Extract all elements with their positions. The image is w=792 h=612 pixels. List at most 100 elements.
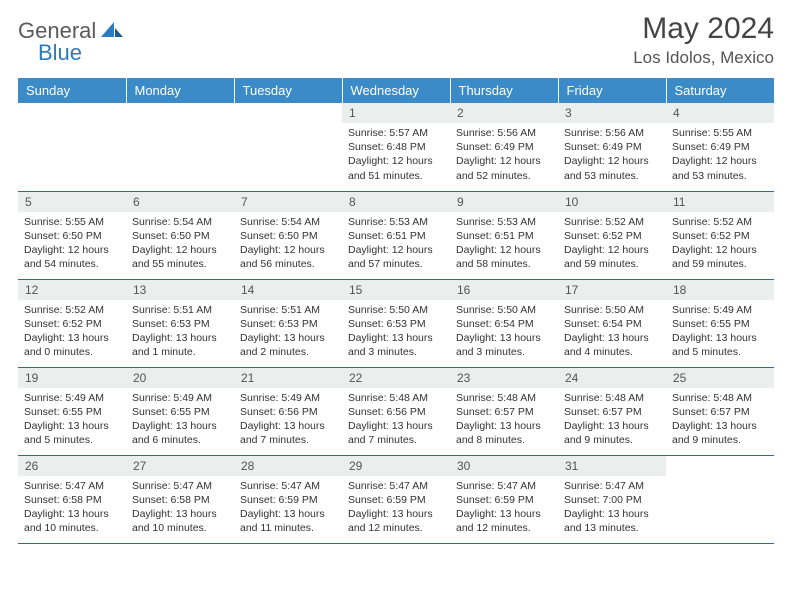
day-header: Wednesday xyxy=(342,78,450,103)
title-block: May 2024 Los Idolos, Mexico xyxy=(633,12,774,68)
day-details: Sunrise: 5:49 AMSunset: 6:56 PMDaylight:… xyxy=(234,388,342,454)
day-header: Thursday xyxy=(450,78,558,103)
day-detail-line: Sunrise: 5:47 AM xyxy=(240,479,336,493)
day-number: 13 xyxy=(126,280,234,300)
day-detail-line: and 59 minutes. xyxy=(672,257,768,271)
day-detail-line: Daylight: 12 hours xyxy=(672,243,768,257)
day-detail-line: and 5 minutes. xyxy=(672,345,768,359)
day-detail-line: Daylight: 13 hours xyxy=(24,507,120,521)
day-detail-line: Sunrise: 5:54 AM xyxy=(240,215,336,229)
day-detail-line: Daylight: 13 hours xyxy=(348,419,444,433)
day-detail-line: and 52 minutes. xyxy=(456,169,552,183)
day-number: 9 xyxy=(450,192,558,212)
day-detail-line: Sunset: 6:56 PM xyxy=(240,405,336,419)
calendar-week-row: 19Sunrise: 5:49 AMSunset: 6:55 PMDayligh… xyxy=(18,367,774,455)
day-details: Sunrise: 5:52 AMSunset: 6:52 PMDaylight:… xyxy=(18,300,126,366)
day-detail-line: Daylight: 13 hours xyxy=(132,331,228,345)
day-detail-line: Daylight: 13 hours xyxy=(24,419,120,433)
calendar-day-cell: 17Sunrise: 5:50 AMSunset: 6:54 PMDayligh… xyxy=(558,279,666,367)
day-details: Sunrise: 5:54 AMSunset: 6:50 PMDaylight:… xyxy=(234,212,342,278)
calendar-day-cell: 9Sunrise: 5:53 AMSunset: 6:51 PMDaylight… xyxy=(450,191,558,279)
day-detail-line: Sunset: 6:53 PM xyxy=(348,317,444,331)
day-details: Sunrise: 5:56 AMSunset: 6:49 PMDaylight:… xyxy=(558,123,666,189)
day-detail-line: and 7 minutes. xyxy=(348,433,444,447)
day-number: 2 xyxy=(450,103,558,123)
day-detail-line: Sunset: 6:53 PM xyxy=(240,317,336,331)
day-detail-line: Sunset: 6:56 PM xyxy=(348,405,444,419)
calendar-day-cell: 25Sunrise: 5:48 AMSunset: 6:57 PMDayligh… xyxy=(666,367,774,455)
day-detail-line: and 54 minutes. xyxy=(24,257,120,271)
day-detail-line: Sunset: 6:52 PM xyxy=(672,229,768,243)
day-number: 28 xyxy=(234,456,342,476)
day-number: 23 xyxy=(450,368,558,388)
day-detail-line: Daylight: 13 hours xyxy=(348,507,444,521)
day-detail-line: Daylight: 12 hours xyxy=(456,154,552,168)
day-detail-line: and 10 minutes. xyxy=(24,521,120,535)
day-detail-line: Daylight: 13 hours xyxy=(456,331,552,345)
day-detail-line: Sunset: 6:48 PM xyxy=(348,140,444,154)
location-label: Los Idolos, Mexico xyxy=(633,48,774,68)
day-details: Sunrise: 5:48 AMSunset: 6:57 PMDaylight:… xyxy=(666,388,774,454)
day-detail-line: and 5 minutes. xyxy=(24,433,120,447)
day-detail-line: Daylight: 13 hours xyxy=(564,419,660,433)
day-details: Sunrise: 5:49 AMSunset: 6:55 PMDaylight:… xyxy=(126,388,234,454)
logo-text-2: Blue xyxy=(38,40,82,66)
day-detail-line: Sunset: 6:55 PM xyxy=(24,405,120,419)
calendar-day-cell: 30Sunrise: 5:47 AMSunset: 6:59 PMDayligh… xyxy=(450,455,558,543)
day-detail-line: Sunrise: 5:52 AM xyxy=(564,215,660,229)
day-detail-line: and 12 minutes. xyxy=(348,521,444,535)
day-detail-line: Sunrise: 5:47 AM xyxy=(132,479,228,493)
calendar-day-cell: 14Sunrise: 5:51 AMSunset: 6:53 PMDayligh… xyxy=(234,279,342,367)
calendar-header-row: SundayMondayTuesdayWednesdayThursdayFrid… xyxy=(18,78,774,103)
day-detail-line: Sunrise: 5:55 AM xyxy=(672,126,768,140)
day-detail-line: Daylight: 12 hours xyxy=(348,243,444,257)
day-detail-line: Daylight: 13 hours xyxy=(672,419,768,433)
day-detail-line: Sunset: 6:54 PM xyxy=(564,317,660,331)
day-detail-line: Daylight: 12 hours xyxy=(132,243,228,257)
calendar-day-cell: 18Sunrise: 5:49 AMSunset: 6:55 PMDayligh… xyxy=(666,279,774,367)
calendar-day-cell: . xyxy=(126,103,234,191)
day-detail-line: Sunrise: 5:48 AM xyxy=(564,391,660,405)
day-detail-line: Sunrise: 5:50 AM xyxy=(456,303,552,317)
day-detail-line: Sunrise: 5:52 AM xyxy=(24,303,120,317)
day-detail-line: Daylight: 13 hours xyxy=(672,331,768,345)
day-details: Sunrise: 5:48 AMSunset: 6:56 PMDaylight:… xyxy=(342,388,450,454)
day-detail-line: and 4 minutes. xyxy=(564,345,660,359)
day-number: 27 xyxy=(126,456,234,476)
day-detail-line: Sunset: 6:49 PM xyxy=(564,140,660,154)
day-detail-line: Daylight: 13 hours xyxy=(132,507,228,521)
calendar-day-cell: 31Sunrise: 5:47 AMSunset: 7:00 PMDayligh… xyxy=(558,455,666,543)
day-detail-line: Sunset: 6:59 PM xyxy=(456,493,552,507)
day-number: 3 xyxy=(558,103,666,123)
day-detail-line: and 6 minutes. xyxy=(132,433,228,447)
calendar-day-cell: 15Sunrise: 5:50 AMSunset: 6:53 PMDayligh… xyxy=(342,279,450,367)
day-number: 17 xyxy=(558,280,666,300)
day-detail-line: and 3 minutes. xyxy=(456,345,552,359)
day-detail-line: Daylight: 13 hours xyxy=(240,507,336,521)
day-number: 25 xyxy=(666,368,774,388)
day-details: Sunrise: 5:51 AMSunset: 6:53 PMDaylight:… xyxy=(126,300,234,366)
day-detail-line: Sunrise: 5:47 AM xyxy=(24,479,120,493)
calendar-day-cell: 10Sunrise: 5:52 AMSunset: 6:52 PMDayligh… xyxy=(558,191,666,279)
day-detail-line: and 56 minutes. xyxy=(240,257,336,271)
day-details: Sunrise: 5:47 AMSunset: 6:59 PMDaylight:… xyxy=(234,476,342,542)
day-detail-line: Sunset: 6:50 PM xyxy=(240,229,336,243)
day-details: Sunrise: 5:49 AMSunset: 6:55 PMDaylight:… xyxy=(666,300,774,366)
day-detail-line: Sunrise: 5:51 AM xyxy=(132,303,228,317)
calendar-day-cell: 2Sunrise: 5:56 AMSunset: 6:49 PMDaylight… xyxy=(450,103,558,191)
calendar-day-cell: 3Sunrise: 5:56 AMSunset: 6:49 PMDaylight… xyxy=(558,103,666,191)
calendar-week-row: 26Sunrise: 5:47 AMSunset: 6:58 PMDayligh… xyxy=(18,455,774,543)
calendar-day-cell: 7Sunrise: 5:54 AMSunset: 6:50 PMDaylight… xyxy=(234,191,342,279)
calendar-day-cell: 23Sunrise: 5:48 AMSunset: 6:57 PMDayligh… xyxy=(450,367,558,455)
day-header: Friday xyxy=(558,78,666,103)
day-detail-line: Daylight: 12 hours xyxy=(456,243,552,257)
day-details: Sunrise: 5:47 AMSunset: 6:59 PMDaylight:… xyxy=(342,476,450,542)
day-header: Sunday xyxy=(18,78,126,103)
day-detail-line: Sunset: 6:58 PM xyxy=(24,493,120,507)
day-number: 7 xyxy=(234,192,342,212)
calendar-day-cell: 1Sunrise: 5:57 AMSunset: 6:48 PMDaylight… xyxy=(342,103,450,191)
day-details: Sunrise: 5:47 AMSunset: 6:58 PMDaylight:… xyxy=(18,476,126,542)
calendar-day-cell: 16Sunrise: 5:50 AMSunset: 6:54 PMDayligh… xyxy=(450,279,558,367)
day-detail-line: and 1 minute. xyxy=(132,345,228,359)
calendar-day-cell: 26Sunrise: 5:47 AMSunset: 6:58 PMDayligh… xyxy=(18,455,126,543)
